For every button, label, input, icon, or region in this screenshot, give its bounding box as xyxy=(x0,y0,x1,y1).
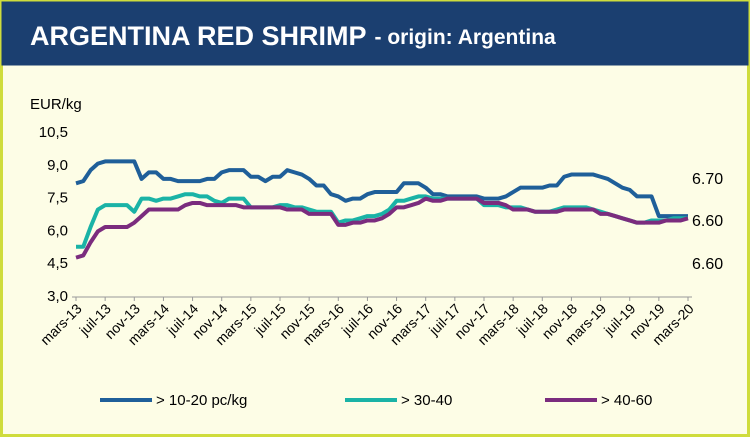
y-tick-label: 7,5 xyxy=(47,190,68,207)
header-title: ARGENTINA RED SHRIMP - origin: Argentina xyxy=(30,21,556,51)
series-line xyxy=(75,196,689,260)
annotation: 6.60 xyxy=(692,256,723,273)
legend-label: > 30-40 xyxy=(401,392,452,409)
header xyxy=(1,1,749,66)
annotation: 6.70 xyxy=(692,171,723,188)
y-tick-label: 4,5 xyxy=(47,255,68,272)
y-tick-label: 6,0 xyxy=(47,222,68,239)
title: ARGENTINA RED SHRIMP xyxy=(30,21,367,51)
y-tick-label: 9,0 xyxy=(47,157,68,174)
y-axis-label: EUR/kg xyxy=(30,96,82,113)
subtitle: - origin: Argentina xyxy=(375,26,557,49)
series-line xyxy=(75,159,688,219)
y-tick-label: 3,0 xyxy=(47,288,68,305)
legend-label: > 10-20 pc/kg xyxy=(156,392,247,409)
legend-label: > 40-60 xyxy=(601,392,652,409)
annotation: 6.60 xyxy=(692,213,723,230)
y-tick-label: 10,5 xyxy=(39,124,68,141)
series-line xyxy=(76,192,688,249)
